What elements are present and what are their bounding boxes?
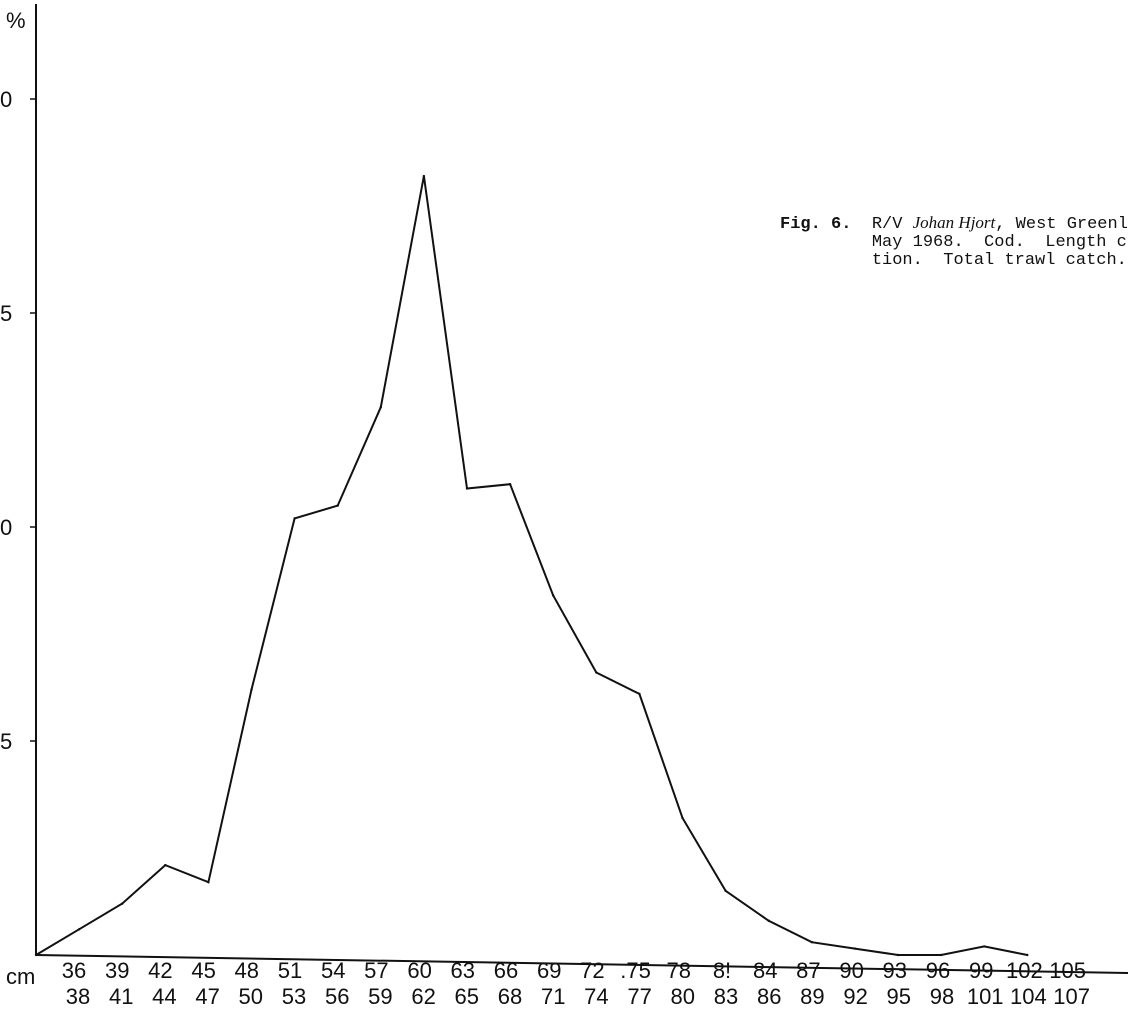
x-tick-label-top: 84 — [753, 958, 777, 983]
data-point — [422, 174, 426, 178]
x-tick-label-bottom: 74 — [584, 984, 608, 1009]
y-tick-label: 0 — [0, 515, 12, 540]
x-tick-label-bottom: 98 — [930, 984, 954, 1009]
y-axis-ticks: 5 0 5 0 — [0, 87, 36, 754]
x-tick-label-top: 48 — [235, 958, 259, 983]
x-tick-label-top: 60 — [407, 958, 431, 983]
data-point — [207, 881, 210, 884]
x-tick-label-top: 39 — [105, 958, 129, 983]
y-tick-label: 0 — [0, 87, 12, 112]
x-tick-label-top: 72 — [580, 958, 604, 983]
figure-label: Fig. 6. — [780, 215, 852, 234]
data-point — [77, 928, 81, 931]
x-tick-label-top: 87 — [796, 958, 820, 983]
x-tick-label-bottom: 92 — [843, 984, 867, 1009]
x-tick-label-bottom: 44 — [152, 984, 176, 1009]
x-tick-label-bottom: 89 — [800, 984, 824, 1009]
data-point — [896, 953, 900, 957]
x-tick-label-bottom: 83 — [714, 984, 738, 1009]
x-tick-label-bottom: 47 — [195, 984, 219, 1009]
x-axis-line — [35, 954, 1128, 974]
data-point — [983, 945, 986, 948]
x-tick-label-bottom: 95 — [887, 984, 911, 1009]
x-tick-label-bottom: 41 — [109, 984, 133, 1009]
data-point — [939, 953, 943, 957]
x-tick-label-top: 8! — [713, 958, 731, 983]
caption-line1-suffix: , West Greenla — [995, 215, 1128, 234]
x-tick-label-bottom: 107 — [1053, 984, 1090, 1009]
axes — [35, 4, 1128, 974]
x-tick-label-top: 57 — [364, 958, 388, 983]
x-tick-label-bottom: 56 — [325, 984, 349, 1009]
x-tick-label-bottom: 101 — [967, 984, 1004, 1009]
data-point — [336, 504, 339, 507]
data-point — [379, 405, 382, 409]
x-tick-label-bottom: 38 — [66, 984, 90, 1009]
y-tick-label: 5 — [0, 729, 12, 754]
caption-line1-prefix: R/V — [871, 215, 913, 234]
x-tick-label-bottom: 71 — [541, 984, 565, 1009]
x-tick-label-top: 90 — [839, 958, 863, 983]
x-tick-label-top: 54 — [321, 958, 345, 983]
x-tick-label-bottom: 62 — [411, 984, 435, 1009]
caption-line3: tion. Total trawl catch. — [871, 251, 1127, 270]
series-group — [34, 174, 1029, 957]
x-tick-label-top: 93 — [883, 958, 907, 983]
x-tick-label-top: 51 — [278, 958, 302, 983]
x-tick-label-top: .75 — [620, 958, 651, 983]
x-tick-label-top: 69 — [537, 958, 561, 983]
data-point — [724, 889, 727, 892]
x-tick-label-top: 66 — [494, 958, 518, 983]
caption-vessel-name: Johan Hjort — [912, 214, 996, 232]
data-point — [465, 487, 469, 490]
x-tick-label-bottom: 80 — [671, 984, 695, 1009]
x-tick-label-bottom: 104 — [1010, 984, 1047, 1009]
y-tick-label: 5 — [0, 301, 12, 326]
data-point — [595, 671, 598, 674]
data-point — [853, 947, 857, 950]
x-tick-label-top: 36 — [62, 958, 86, 983]
data-point — [552, 594, 555, 597]
data-point — [34, 953, 38, 957]
x-tick-label-top: 105 — [1049, 958, 1086, 983]
data-point — [681, 816, 684, 820]
data-point — [810, 940, 813, 944]
x-tick-label-top: 45 — [191, 958, 215, 983]
x-tick-label-bottom: 53 — [282, 984, 306, 1009]
x-tick-label-top: 78 — [667, 958, 691, 983]
x-tick-label-bottom: 86 — [757, 984, 781, 1009]
x-axis-unit-label: cm — [6, 964, 35, 989]
x-tick-label-top: 96 — [926, 958, 950, 983]
figure-caption: Fig. 6. R/V Johan Hjort, West Greenla Ma… — [780, 214, 1128, 270]
x-tick-label-bottom: 68 — [498, 984, 522, 1009]
y-axis-unit-label: % — [6, 8, 26, 33]
x-tick-label-top: 99 — [969, 958, 993, 983]
caption-line2: May 1968. Cod. Length compo — [871, 233, 1128, 252]
x-tick-label-top: 42 — [148, 958, 172, 983]
x-tick-label-top: 63 — [451, 958, 475, 983]
x-tick-label-bottom: 59 — [368, 984, 392, 1009]
data-point — [121, 902, 124, 905]
x-tick-label-bottom: 65 — [455, 984, 479, 1009]
data-point — [164, 863, 167, 867]
data-point — [508, 483, 512, 486]
data-point — [638, 692, 641, 696]
data-point — [1026, 953, 1029, 957]
data-point — [250, 688, 253, 691]
data-point — [293, 517, 296, 520]
x-tick-label-top: 102 — [1006, 958, 1043, 983]
x-tick-label-bottom: 77 — [627, 984, 651, 1009]
x-tick-label-bottom: 50 — [239, 984, 263, 1009]
series-line — [35, 175, 1028, 956]
data-point — [767, 919, 770, 922]
